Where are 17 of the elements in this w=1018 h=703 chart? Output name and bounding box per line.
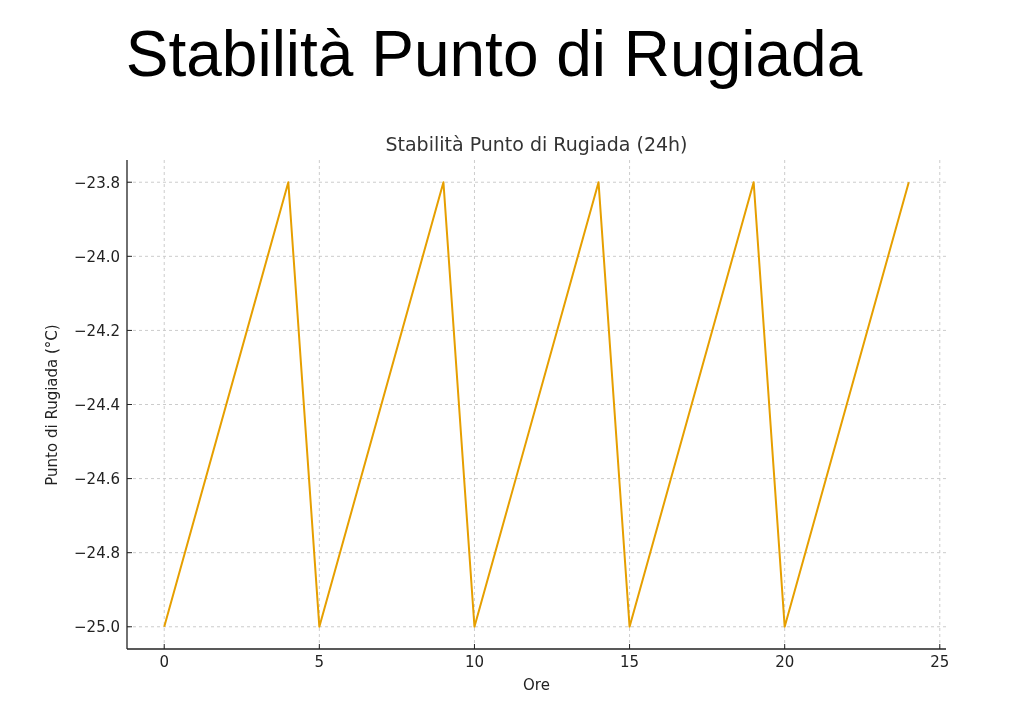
x-tick-label: 15 bbox=[620, 652, 640, 671]
y-tick-label: −24.2 bbox=[74, 321, 120, 340]
y-axis-title: Punto di Rugiada (°C) bbox=[43, 323, 61, 486]
x-tick-label: 20 bbox=[775, 652, 795, 671]
x-tick-label: 25 bbox=[930, 652, 950, 671]
y-tick-label: −23.8 bbox=[74, 173, 120, 192]
chart-title: Stabilità Punto di Rugiada bbox=[124, 17, 864, 91]
y-tick-label: −24.6 bbox=[74, 469, 120, 488]
y-tick-label: −24.4 bbox=[74, 395, 120, 414]
y-tick-label: −24.0 bbox=[74, 247, 120, 266]
y-tick-label: −24.8 bbox=[74, 544, 120, 563]
x-tick-label: 5 bbox=[314, 652, 325, 671]
x-tick-label: 0 bbox=[159, 652, 169, 671]
x-axis-title: Ore bbox=[522, 676, 551, 694]
chart-subtitle: Stabilità Punto di Rugiada (24h) bbox=[384, 133, 689, 155]
y-tick-label: −25.0 bbox=[74, 618, 120, 637]
x-tick-label: 10 bbox=[464, 652, 484, 671]
